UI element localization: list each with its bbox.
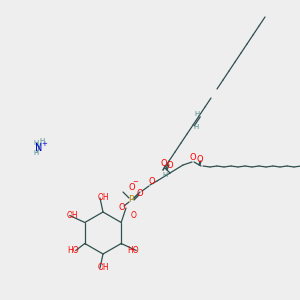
Text: O: O	[149, 178, 155, 187]
Text: H: H	[162, 172, 168, 178]
Text: OH: OH	[97, 263, 109, 272]
Text: +: +	[41, 141, 47, 147]
Text: H: H	[39, 138, 45, 144]
Text: O: O	[130, 211, 136, 220]
Text: H: H	[194, 124, 199, 130]
Text: O: O	[119, 202, 125, 211]
Text: O: O	[161, 160, 167, 169]
Text: HO: HO	[128, 246, 139, 255]
Text: O: O	[129, 182, 135, 191]
Text: O: O	[167, 160, 173, 169]
Text: H: H	[33, 150, 39, 156]
Text: O: O	[137, 188, 143, 197]
Text: H: H	[33, 140, 39, 146]
Text: H: H	[194, 111, 200, 117]
Text: N: N	[35, 143, 43, 153]
Text: HO: HO	[67, 246, 79, 255]
Text: OH: OH	[67, 211, 79, 220]
Text: P: P	[128, 196, 134, 205]
Text: OH: OH	[97, 194, 109, 202]
Text: O: O	[190, 154, 196, 163]
Text: −: −	[132, 179, 138, 185]
Text: O: O	[197, 155, 203, 164]
